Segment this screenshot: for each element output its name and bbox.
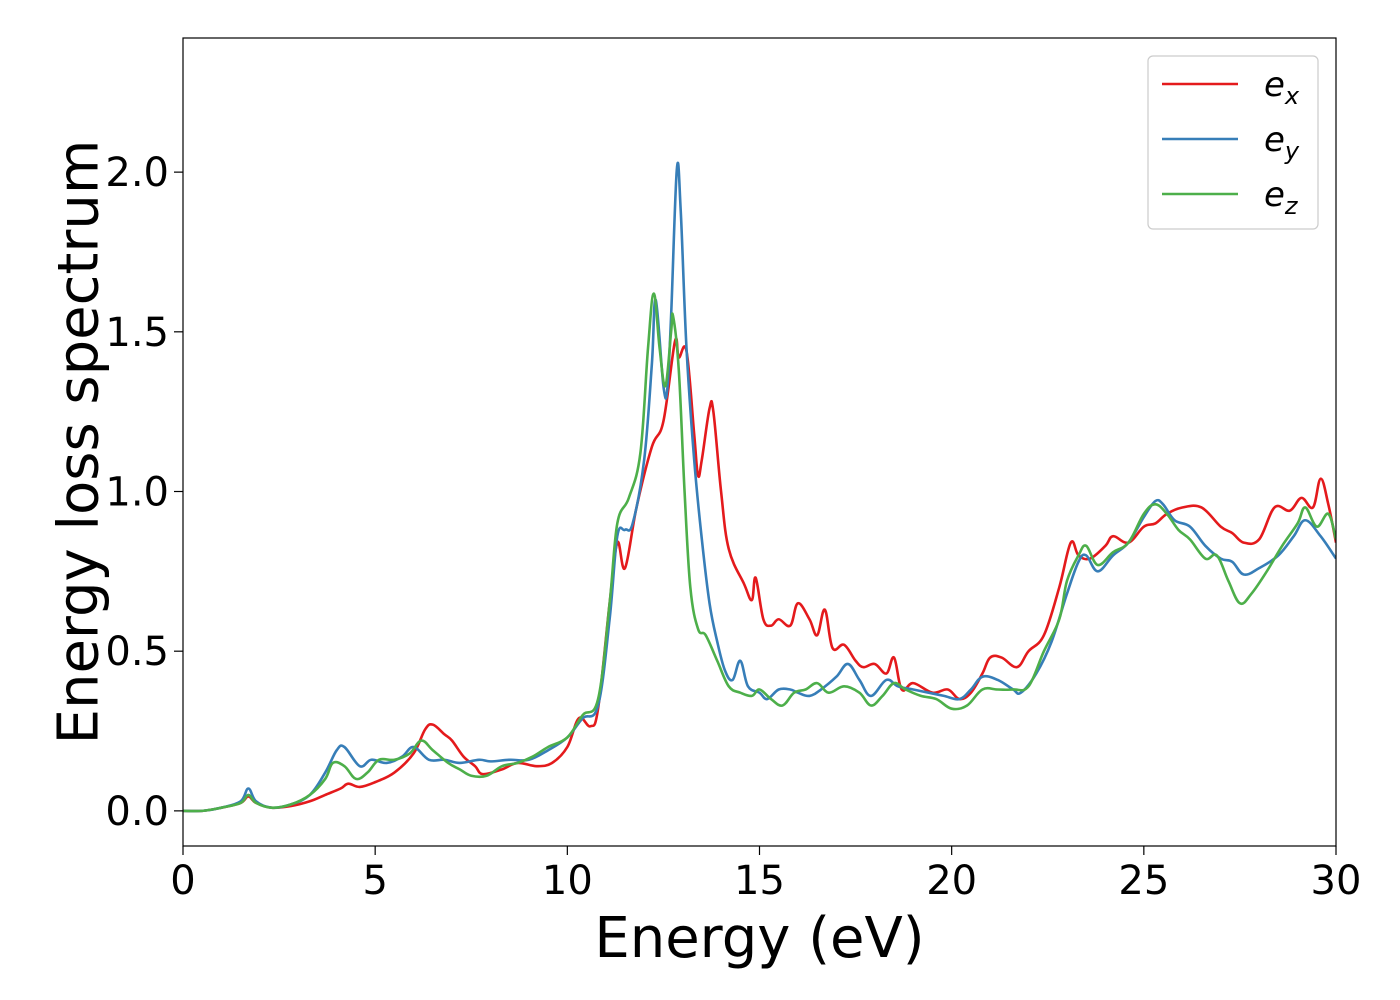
series-line-z [183,292,1336,813]
legend-label-sub: z [1284,192,1299,220]
x-tick-label: 5 [362,858,387,904]
legend-label-main: e [1264,120,1285,160]
legend-box [1147,55,1319,230]
x-tick-label: 30 [1311,858,1362,904]
x-axis-title: Energy (eV) [594,906,924,971]
legend-label-sub: y [1284,137,1300,165]
x-axis: 0 5 10 15 20 25 30 [170,846,1361,904]
y-axis: 0.0 0.5 1.0 1.5 2.0 [105,150,183,835]
legend-label-z: ez [1264,175,1299,220]
x-tick-label: 0 [170,858,195,904]
x-tick-label: 25 [1118,858,1169,904]
legend-label-main: e [1264,175,1285,215]
y-axis-title: Energy loss spectrum [47,140,112,745]
series-layer [183,161,1336,813]
y-tick-label: 0.5 [105,629,169,675]
legend-label-main: e [1264,65,1285,105]
legend-label-y: ey [1264,120,1300,165]
series-line-x [183,337,1336,813]
legend-label-sub: x [1284,82,1300,110]
y-tick-label: 0.0 [105,789,169,835]
y-tick-label: 1.5 [105,310,169,356]
legend-label-x: ex [1264,65,1300,110]
y-tick-label: 1.0 [105,470,169,516]
x-tick-label: 10 [542,858,593,904]
x-tick-label: 20 [926,858,977,904]
x-tick-label: 15 [734,858,785,904]
y-tick-label: 2.0 [105,150,169,196]
